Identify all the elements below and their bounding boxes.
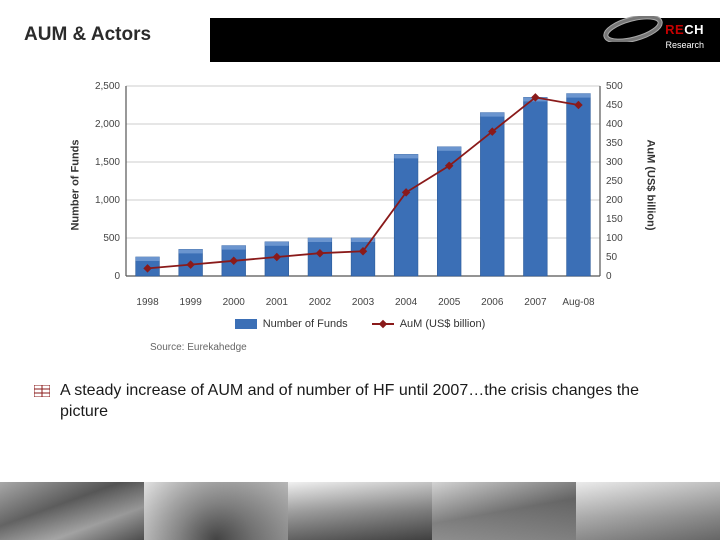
svg-text:150: 150 xyxy=(606,214,623,225)
svg-text:500: 500 xyxy=(606,81,623,92)
svg-text:200: 200 xyxy=(606,195,623,206)
svg-text:0: 0 xyxy=(606,271,612,282)
bullet-icon xyxy=(34,385,50,397)
header: AUM & Actors RECH Research xyxy=(0,0,720,70)
logo-main: RECH xyxy=(603,16,704,42)
legend-line-swatch xyxy=(372,323,394,325)
legend-item-line: AuM (US$ billion) xyxy=(372,318,486,330)
title-container: AUM & Actors xyxy=(0,0,210,70)
svg-text:0: 0 xyxy=(114,271,120,282)
svg-text:1,500: 1,500 xyxy=(95,157,120,168)
page-title: AUM & Actors xyxy=(24,24,151,46)
footer-img-4 xyxy=(432,482,576,540)
svg-text:450: 450 xyxy=(606,100,623,111)
x-tick-label: 2002 xyxy=(298,297,341,308)
x-tick-label: 2005 xyxy=(428,297,471,308)
footer-image-strip xyxy=(0,482,720,540)
chart-source: Source: Eurekahedge xyxy=(150,342,660,353)
chart-legend: Number of Funds AuM (US$ billion) xyxy=(60,318,660,330)
x-axis-labels: 1998199920002001200220032004200520062007… xyxy=(80,297,640,308)
legend-line-label: AuM (US$ billion) xyxy=(400,318,486,330)
x-tick-label: Aug-08 xyxy=(557,297,600,308)
svg-text:50: 50 xyxy=(606,252,618,263)
svg-text:100: 100 xyxy=(606,233,623,244)
x-tick-label: 2001 xyxy=(255,297,298,308)
footer-img-2 xyxy=(144,482,288,540)
svg-text:350: 350 xyxy=(606,138,623,149)
x-tick-label: 2006 xyxy=(471,297,514,308)
legend-item-bars: Number of Funds xyxy=(235,318,348,330)
svg-text:500: 500 xyxy=(103,233,120,244)
logo-text: RECH xyxy=(665,22,704,37)
y-axis-left-label: Number of Funds xyxy=(70,139,82,230)
footer-img-1 xyxy=(0,482,144,540)
logo-subtitle: Research xyxy=(665,40,704,50)
logo: RECH Research xyxy=(603,16,704,50)
svg-text:1,000: 1,000 xyxy=(95,195,120,206)
x-tick-label: 2000 xyxy=(212,297,255,308)
bullet-row: A steady increase of AUM and of number o… xyxy=(34,381,686,423)
legend-bar-label: Number of Funds xyxy=(263,318,348,330)
logo-swoosh-icon xyxy=(603,16,663,42)
bullet-area: A steady increase of AUM and of number o… xyxy=(0,353,720,423)
slide: AUM & Actors RECH Research Number of Fun… xyxy=(0,0,720,540)
svg-text:250: 250 xyxy=(606,176,623,187)
chart: Number of Funds AuM (US$ billion) 05001,… xyxy=(80,80,640,290)
svg-text:2,500: 2,500 xyxy=(95,81,120,92)
svg-text:300: 300 xyxy=(606,157,623,168)
footer-img-3 xyxy=(288,482,432,540)
svg-text:2,000: 2,000 xyxy=(95,119,120,130)
x-tick-label: 1999 xyxy=(169,297,212,308)
x-tick-label: 2003 xyxy=(341,297,384,308)
footer-img-5 xyxy=(576,482,720,540)
x-tick-label: 2004 xyxy=(385,297,428,308)
y-axis-right-label: AuM (US$ billion) xyxy=(644,139,656,230)
chart-area: Number of Funds AuM (US$ billion) 05001,… xyxy=(0,70,720,353)
bullet-text: A steady increase of AUM and of number o… xyxy=(60,381,686,423)
x-tick-label: 1998 xyxy=(126,297,169,308)
svg-text:400: 400 xyxy=(606,119,623,130)
chart-svg: 0 500 1,000 1,500 2,000 2,500 0 50 100 150 200 250 3… xyxy=(80,80,640,290)
legend-bar-swatch xyxy=(235,319,257,329)
x-tick-label: 2007 xyxy=(514,297,557,308)
